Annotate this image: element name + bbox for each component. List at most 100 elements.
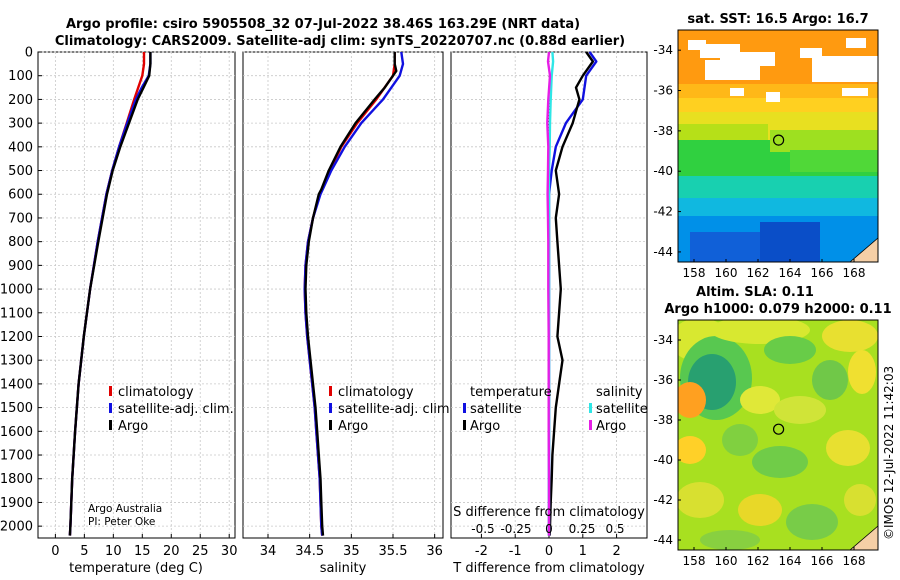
map-y-tick-label: -44 xyxy=(653,533,673,547)
s-tick-5: 0.5 xyxy=(605,522,624,536)
map-x-tick-label: 160 xyxy=(715,266,738,280)
difference-legend-temperature: temperature satellite Argo xyxy=(463,385,552,434)
y-tick-label: 1400 xyxy=(0,377,33,392)
y-tick-label: 1500 xyxy=(0,401,33,416)
legend-climatology-swatch xyxy=(329,386,332,396)
sla-map-field xyxy=(678,320,878,550)
map-x-tick-label: 158 xyxy=(683,266,706,280)
s-tick-3: 0 xyxy=(545,522,553,536)
sst-map-title: sat. SST: 16.5 Argo: 16.7 xyxy=(687,12,868,27)
x-tick-label: 10 xyxy=(105,544,122,559)
map-x-tick-label: 168 xyxy=(843,266,866,280)
legend-climatology-label: climatology xyxy=(118,385,194,400)
map-y-tick-label: -34 xyxy=(653,43,673,57)
series-line-s-argo xyxy=(546,51,552,536)
legend-satellite-adj-label: satellite-adj. clim. xyxy=(338,402,454,417)
legend-satellite-adj-swatch xyxy=(109,403,112,413)
x-tick-label: 0 xyxy=(51,544,59,559)
s-tick-4: 0.25 xyxy=(569,522,596,536)
difference-xlabel-top: S difference from climatology xyxy=(453,505,645,520)
sla-map-title-line-1: Altim. SLA: 0.11 xyxy=(696,285,814,300)
legend-s-satellite-label: satellite xyxy=(596,402,648,417)
difference-legend-salinity: salinity satellite Argo xyxy=(589,385,648,434)
x-tick-label: -2 xyxy=(475,544,488,559)
temperature-axes-frame xyxy=(37,51,236,539)
map-x-tick-label: 164 xyxy=(779,554,802,568)
x-tick-label: 30 xyxy=(221,544,238,559)
salinity-legend: climatology satellite-adj. clim. Argo xyxy=(329,385,454,434)
legend-satellite-adj-swatch xyxy=(329,403,332,413)
map-y-tick-label: -40 xyxy=(653,164,673,178)
legend-s-argo-swatch xyxy=(589,420,592,430)
y-tick-label: 1800 xyxy=(0,472,33,487)
y-tick-label: 900 xyxy=(8,259,33,274)
sst-map-frame xyxy=(677,29,879,263)
legend-salinity-title: salinity xyxy=(596,385,643,400)
s-tick-1: -0.5 xyxy=(471,522,494,536)
legend-t-argo-swatch xyxy=(463,420,466,430)
legend-argo-swatch xyxy=(109,420,112,430)
map-y-tick-label: -42 xyxy=(653,493,673,507)
y-tick-label: 1900 xyxy=(0,496,33,511)
x-tick-label: 20 xyxy=(163,544,180,559)
map-x-tick-label: 164 xyxy=(779,266,802,280)
temperature-legend: climatology satellite-adj. clim. Argo xyxy=(109,385,234,434)
map-x-tick-label: 166 xyxy=(811,266,834,280)
map-y-tick-label: -34 xyxy=(653,333,673,347)
map-y-tick-label: -42 xyxy=(653,205,673,219)
map-y-tick-label: -40 xyxy=(653,453,673,467)
x-tick-label: 1 xyxy=(579,544,587,559)
y-tick-label: 2000 xyxy=(0,520,33,535)
y-tick-label: 600 xyxy=(8,188,33,203)
x-tick-label: 34 xyxy=(260,544,277,559)
title-line-1: Argo profile: csiro 5905508_32 07-Jul-20… xyxy=(66,17,580,32)
s-tick-2: -0.25 xyxy=(500,522,531,536)
y-tick-label: 1100 xyxy=(0,306,33,321)
y-tick-label: 200 xyxy=(8,93,33,108)
x-tick-label: -1 xyxy=(509,544,522,559)
legend-argo-label: Argo xyxy=(338,419,368,434)
sst-argo-location-marker xyxy=(772,134,785,146)
series-line-t-argo xyxy=(548,51,595,536)
legend-climatology-swatch xyxy=(109,386,112,396)
y-tick-label: 400 xyxy=(8,140,33,155)
legend-t-satellite-swatch xyxy=(463,403,466,413)
sla-argo-location-marker xyxy=(772,423,785,435)
imos-timestamp: ©IMOS 12-Jul-2022 11:42:03 xyxy=(882,366,896,540)
sst-map: sat. SST: 16.5 Argo: 16.7 xyxy=(653,12,879,280)
x-tick-label: 15 xyxy=(134,544,151,559)
series-line-argo xyxy=(304,52,398,536)
x-tick-label: 36 xyxy=(426,544,443,559)
map-y-tick-label: -44 xyxy=(653,245,673,259)
legend-climatology-label: climatology xyxy=(338,385,414,400)
map-x-tick-label: 166 xyxy=(811,554,834,568)
legend-t-argo-label: Argo xyxy=(470,419,500,434)
difference-panel: -2 -1 0 1 2 T difference from climatology S … xyxy=(450,51,648,576)
map-x-tick-label: 160 xyxy=(715,554,738,568)
x-tick-label: 0 xyxy=(545,544,553,559)
legend-satellite-adj-label: satellite-adj. clim. xyxy=(118,402,234,417)
x-tick-label: 35.5 xyxy=(379,544,408,559)
difference-xlabel: T difference from climatology xyxy=(452,561,645,576)
map-y-tick-label: -38 xyxy=(653,124,673,138)
y-tick-label: 1700 xyxy=(0,449,33,464)
legend-temperature-title: temperature xyxy=(470,385,552,400)
y-tick-label: 800 xyxy=(8,235,33,250)
legend-s-argo-label: Argo xyxy=(596,419,626,434)
y-tick-label: 700 xyxy=(8,211,33,226)
temperature-xlabel: temperature (deg C) xyxy=(69,561,203,576)
x-tick-label: 5 xyxy=(80,544,88,559)
credit-line-2: PI: Peter Oke xyxy=(88,516,155,528)
title-line-2: Climatology: CARS2009. Satellite-adj cli… xyxy=(55,34,625,49)
series-line-argo xyxy=(68,52,152,536)
x-tick-label: 34.5 xyxy=(295,544,324,559)
map-x-tick-label: 162 xyxy=(747,554,770,568)
credit-line-1: Argo Australia xyxy=(88,503,162,515)
map-y-tick-label: -36 xyxy=(653,84,673,98)
salinity-axes-frame xyxy=(242,51,444,539)
salinity-panel: 34 34.5 35 35.5 36 salinity climatology sate… xyxy=(242,51,454,576)
map-x-tick-label: 168 xyxy=(843,554,866,568)
x-tick-label: 2 xyxy=(612,544,620,559)
y-tick-label: 1300 xyxy=(0,354,33,369)
